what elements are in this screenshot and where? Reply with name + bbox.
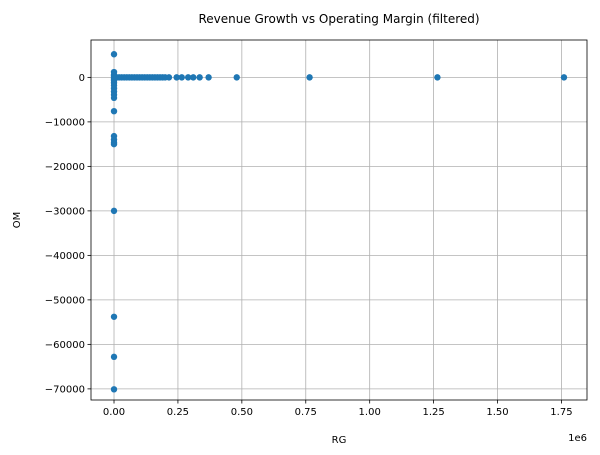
y-tick-label: −40000 xyxy=(45,251,85,262)
y-tick-label: −50000 xyxy=(45,295,85,306)
x-tick-label: 1.50 xyxy=(486,407,508,418)
data-point xyxy=(110,107,118,115)
x-tick-label: 1.75 xyxy=(550,407,572,418)
data-point xyxy=(233,74,240,81)
data-point xyxy=(110,140,118,148)
axis-ticks: 0.00 0.25 0.50 0.75 1.00 1.25 1.50 1.75 0 −10000 −… xyxy=(45,73,573,418)
y-tick-label: −10000 xyxy=(45,117,85,128)
data-point xyxy=(110,353,118,361)
y-tick-label: −70000 xyxy=(45,384,85,395)
y-tick-label: −30000 xyxy=(45,206,85,217)
y-tick-label: 0 xyxy=(79,73,85,84)
x-tick-label: 0.25 xyxy=(167,407,189,418)
plot-area-frame xyxy=(90,39,588,401)
y-tick-label: −60000 xyxy=(45,340,85,351)
x-tick-label: 0.75 xyxy=(295,407,317,418)
x-axis-offset-label: 1e6 xyxy=(568,433,587,444)
data-point xyxy=(173,74,180,81)
data-point xyxy=(434,74,441,81)
data-point xyxy=(165,74,173,81)
data-point xyxy=(110,386,118,393)
x-tick-label: 1.00 xyxy=(359,407,381,418)
data-point xyxy=(190,74,197,81)
y-axis-label: OM xyxy=(12,212,23,229)
data-point xyxy=(184,74,192,81)
data-point xyxy=(110,207,118,215)
data-point xyxy=(178,74,185,81)
x-tick-label: 0.00 xyxy=(103,407,125,418)
chart-title: Revenue Growth vs Operating Margin (filt… xyxy=(198,12,479,26)
data-point xyxy=(560,74,568,81)
data-point xyxy=(110,313,118,320)
x-axis-label: RG xyxy=(332,435,347,446)
grid xyxy=(91,40,587,400)
data-point xyxy=(306,74,313,81)
data-points xyxy=(110,51,568,393)
x-tick-label: 0.50 xyxy=(231,407,253,418)
y-tick-label: −20000 xyxy=(45,162,85,173)
data-point xyxy=(205,74,212,81)
data-point xyxy=(196,74,203,81)
data-point xyxy=(110,51,118,58)
x-tick-label: 1.25 xyxy=(422,407,444,418)
data-point xyxy=(110,94,118,102)
